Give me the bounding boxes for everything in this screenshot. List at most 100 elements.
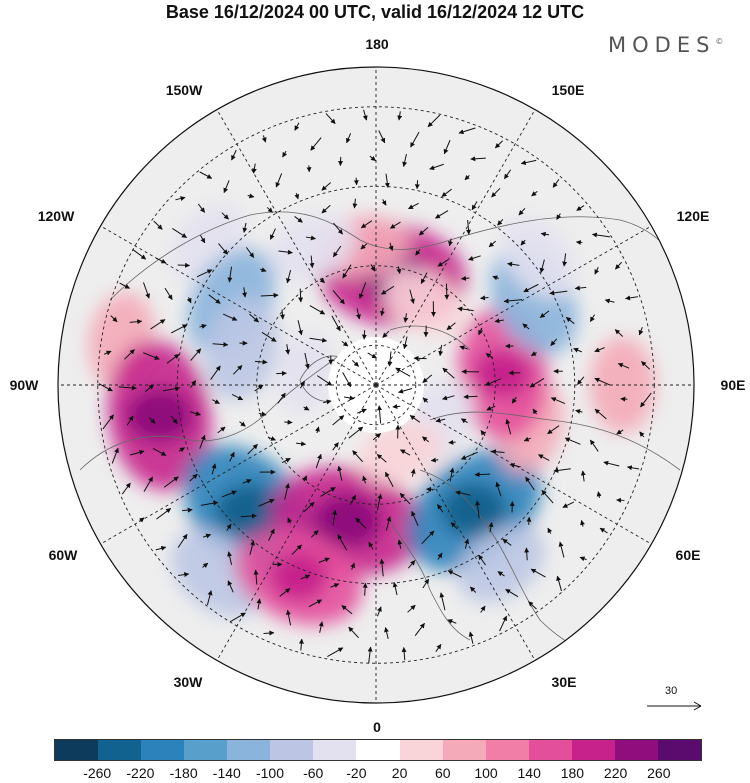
wind-vector <box>576 205 585 211</box>
wind-vector <box>352 450 364 463</box>
wind-vector <box>577 376 585 385</box>
wind-vector <box>625 295 639 301</box>
wind-vector <box>470 156 486 162</box>
wind-vector <box>249 313 259 323</box>
wind-vector <box>170 415 178 424</box>
wind-vector <box>466 219 471 235</box>
wind-vector <box>331 315 341 332</box>
wind-vector <box>332 509 338 526</box>
wind-vector <box>480 429 486 437</box>
wind-vector <box>343 395 355 401</box>
wind-vector <box>448 238 453 247</box>
wind-vector <box>233 365 243 375</box>
wind-vector <box>398 388 413 394</box>
color-bar-swatch <box>184 740 228 760</box>
wind-vector <box>282 150 288 158</box>
wind-vector <box>420 272 428 284</box>
wind-vector <box>562 253 568 267</box>
wind-vector <box>304 352 310 370</box>
anomaly-negative-canada <box>204 297 279 401</box>
label-lon-120w: 120W <box>37 208 75 224</box>
wind-vector <box>266 207 273 213</box>
wind-vector <box>285 269 292 284</box>
wind-vector <box>422 578 430 589</box>
anomaly-negative-alaska <box>268 213 356 283</box>
wind-vector <box>332 245 342 258</box>
wind-vector <box>497 219 504 226</box>
wind-vector <box>376 493 383 511</box>
wind-vector <box>260 292 279 298</box>
wind-vector <box>162 386 181 392</box>
wind-vector <box>229 451 235 462</box>
wind-vector <box>309 337 328 343</box>
wind-vector <box>407 560 416 569</box>
wind-vector <box>505 418 512 435</box>
wind-vector <box>427 114 441 128</box>
wind-vector <box>447 570 462 578</box>
latitude-circle-60 <box>256 265 496 505</box>
wind-vector <box>387 351 393 367</box>
wind-vector <box>460 451 478 460</box>
label-lon-120e: 120E <box>676 208 710 224</box>
color-bar-swatch <box>399 740 443 760</box>
wind-vector <box>615 261 623 270</box>
wind-vector <box>129 319 143 325</box>
wind-vector <box>144 384 155 393</box>
wind-vector <box>494 318 504 324</box>
meridian-120 <box>375 225 652 386</box>
wind-vector <box>437 552 443 560</box>
wind-vector <box>341 340 349 347</box>
wind-vector <box>381 199 387 206</box>
wind-vector <box>305 235 316 241</box>
wind-vector <box>446 322 456 331</box>
wind-vector <box>199 434 206 449</box>
color-bar-swatch <box>55 740 99 760</box>
label-lon-60e: 60E <box>675 547 701 563</box>
color-bar <box>54 739 702 761</box>
wind-vector <box>170 324 188 334</box>
wind-vector <box>541 489 554 504</box>
wind-vector <box>356 408 367 414</box>
wind-vector <box>362 109 368 121</box>
wind-vector <box>298 288 304 303</box>
wind-vector <box>319 277 326 284</box>
color-bar-tick-label: -20 <box>346 765 367 781</box>
wind-vector <box>318 621 324 633</box>
wind-vector <box>523 283 539 293</box>
wind-vector <box>267 436 276 441</box>
wind-vector <box>231 149 237 161</box>
wind-vector <box>190 348 202 361</box>
wind-vector <box>403 313 409 323</box>
wind-vector <box>415 249 421 256</box>
wind-vector <box>497 571 505 577</box>
wind-vector <box>269 228 276 240</box>
map-disc <box>58 67 694 703</box>
wind-vector <box>341 605 353 615</box>
wind-vector <box>463 394 478 400</box>
wind-vector <box>488 240 497 248</box>
wind-vector <box>591 232 611 238</box>
wind-vector <box>276 370 287 376</box>
wind-vector <box>589 439 599 452</box>
wind-vector <box>458 127 476 135</box>
wind-vector <box>199 324 207 329</box>
wind-vector <box>197 203 206 213</box>
wind-vector <box>142 282 150 299</box>
wind-vector <box>626 465 640 471</box>
wind-vector <box>177 533 188 548</box>
wind-vector <box>152 447 167 456</box>
meridian-240 <box>100 225 377 386</box>
wind-vector <box>589 314 595 322</box>
wind-vector <box>309 255 315 269</box>
wind-vector <box>449 467 455 482</box>
wind-vector <box>439 592 446 611</box>
wind-vector <box>460 275 470 281</box>
wind-vector <box>396 266 402 275</box>
wind-vector <box>530 568 546 578</box>
wind-vector <box>121 482 131 495</box>
wind-vector <box>437 504 444 513</box>
wind-vector <box>422 374 433 383</box>
color-bar-swatch <box>442 740 486 760</box>
wind-vector <box>529 378 545 388</box>
wind-vector <box>325 113 336 125</box>
